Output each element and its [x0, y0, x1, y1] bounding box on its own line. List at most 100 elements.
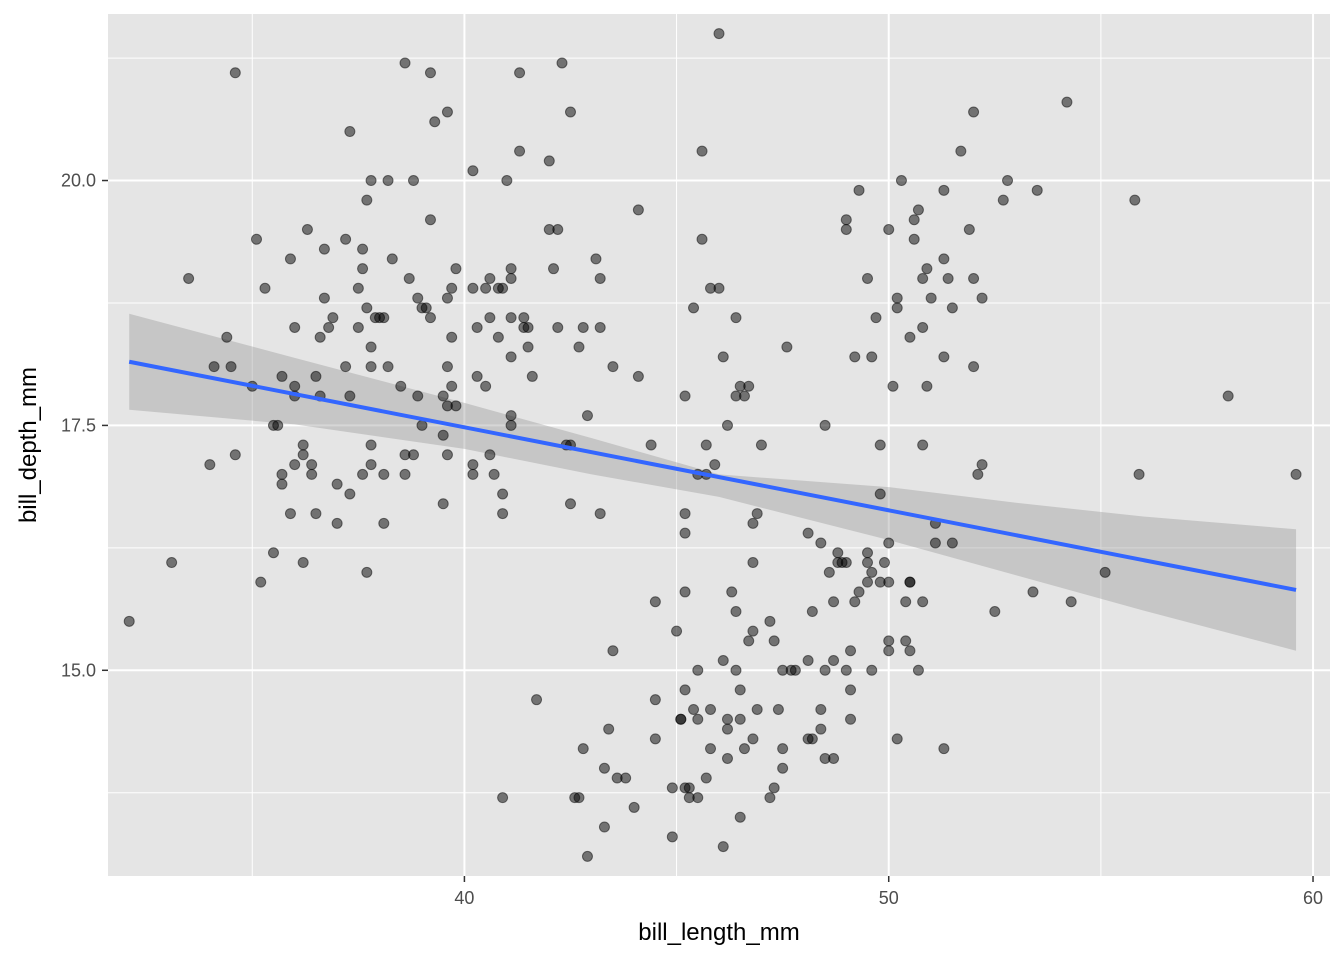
- data-point: [700, 772, 712, 784]
- data-point: [806, 606, 818, 618]
- data-point: [429, 116, 441, 128]
- data-point: [887, 380, 899, 392]
- data-point: [352, 321, 364, 333]
- data-point: [904, 576, 916, 588]
- data-point: [806, 733, 818, 745]
- data-point: [467, 459, 479, 471]
- data-point: [772, 703, 784, 715]
- data-point: [1129, 194, 1141, 206]
- data-point: [399, 57, 411, 69]
- data-point: [484, 449, 496, 461]
- data-point: [573, 341, 585, 353]
- data-point: [1061, 96, 1073, 108]
- data-point: [845, 645, 857, 657]
- data-point: [505, 410, 517, 422]
- data-point: [963, 224, 975, 235]
- data-point: [505, 263, 517, 275]
- y-tick-label: 17.5: [61, 415, 96, 435]
- data-point: [467, 282, 479, 294]
- data-point: [514, 67, 526, 79]
- data-point: [900, 596, 912, 608]
- data-point: [874, 488, 886, 500]
- data-point: [340, 361, 352, 373]
- data-point: [938, 184, 950, 196]
- data-point: [437, 498, 449, 510]
- data-point: [679, 508, 691, 520]
- data-point: [768, 782, 780, 794]
- data-point: [310, 370, 322, 382]
- data-point: [318, 292, 330, 304]
- data-point: [598, 821, 610, 833]
- data-point: [441, 106, 453, 118]
- data-point: [251, 233, 263, 245]
- data-point: [331, 517, 343, 529]
- data-point: [721, 419, 733, 431]
- data-point: [416, 419, 428, 431]
- data-point: [866, 351, 878, 363]
- data-point: [743, 635, 755, 647]
- data-point: [365, 439, 377, 451]
- data-point: [327, 312, 339, 324]
- data-point: [870, 312, 882, 324]
- data-point: [840, 557, 852, 569]
- data-point: [412, 390, 424, 402]
- data-point: [908, 214, 920, 226]
- data-point: [306, 468, 318, 480]
- data-point: [403, 272, 415, 284]
- data-point: [777, 762, 789, 774]
- data-point: [717, 841, 729, 853]
- data-point: [747, 733, 759, 745]
- data-point: [696, 233, 708, 245]
- data-point: [840, 664, 852, 676]
- data-point: [747, 557, 759, 569]
- data-point: [717, 655, 729, 666]
- data-point: [361, 566, 373, 578]
- data-point: [505, 272, 517, 284]
- data-point: [705, 703, 717, 715]
- data-point: [815, 537, 827, 549]
- data-point: [123, 615, 135, 627]
- data-point: [917, 321, 929, 333]
- data-point: [679, 390, 691, 402]
- data-point: [598, 762, 610, 774]
- data-point: [276, 468, 288, 480]
- data-point: [874, 439, 886, 451]
- regression-line: [128, 359, 1297, 592]
- data-point: [781, 341, 793, 353]
- data-point: [382, 175, 394, 187]
- data-point: [556, 57, 568, 69]
- data-point: [1290, 468, 1302, 480]
- data-point: [853, 586, 865, 598]
- data-point: [497, 792, 509, 804]
- data-point: [289, 321, 301, 333]
- x-axis-title: bill_length_mm: [638, 919, 799, 946]
- data-point: [738, 390, 750, 402]
- data-point: [441, 292, 453, 304]
- data-point: [424, 214, 436, 226]
- data-point: [849, 596, 861, 608]
- data-point: [357, 243, 369, 255]
- data-point: [480, 282, 492, 294]
- data-point: [921, 263, 933, 275]
- data-point: [929, 537, 941, 549]
- data-point: [696, 145, 708, 157]
- data-point: [912, 664, 924, 676]
- data-point: [755, 439, 767, 451]
- data-point: [709, 459, 721, 471]
- x-tick-label: 50: [879, 888, 899, 908]
- data-point: [946, 537, 958, 549]
- data-point: [968, 272, 980, 284]
- data-point: [912, 204, 924, 216]
- data-point: [675, 713, 687, 725]
- data-point: [1133, 468, 1145, 480]
- data-point: [552, 224, 564, 235]
- data-point: [577, 321, 589, 333]
- data-point: [297, 449, 309, 461]
- data-point: [505, 312, 517, 324]
- data-point: [976, 459, 988, 471]
- data-point: [764, 792, 776, 804]
- data-point: [862, 557, 874, 569]
- data-point: [713, 282, 725, 294]
- data-point: [297, 439, 309, 451]
- data-point: [548, 263, 560, 275]
